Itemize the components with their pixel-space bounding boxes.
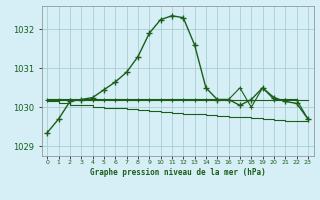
X-axis label: Graphe pression niveau de la mer (hPa): Graphe pression niveau de la mer (hPa)	[90, 168, 266, 177]
